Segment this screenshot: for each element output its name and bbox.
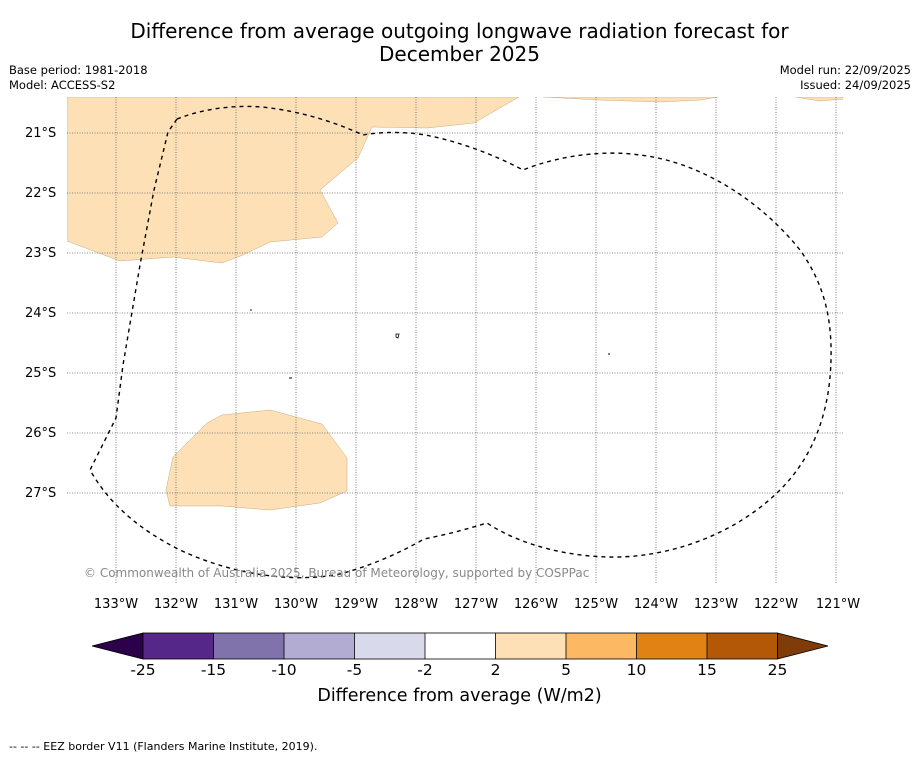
colorbar-tick-label: -10 <box>271 661 297 679</box>
anomaly-patch-southwest <box>165 409 348 511</box>
anomaly-patch-northwest <box>67 97 520 264</box>
colorbar-extend-low <box>91 632 144 660</box>
colorbar-bin <box>495 633 566 659</box>
colorbar-tick-label: -25 <box>130 661 156 679</box>
island-marker <box>250 309 252 311</box>
eez-border <box>89 105 832 579</box>
colorbar-tick-label: -15 <box>200 661 227 679</box>
lon-label: 129°W <box>333 597 379 612</box>
graticule <box>67 97 843 583</box>
map-panel: © Commonwealth of Australia 2025, Bureau… <box>67 97 843 583</box>
model-name-text: Model: ACCESS-S2 <box>9 78 116 92</box>
colorbar-dividers <box>213 633 708 659</box>
lon-label: 133°W <box>93 597 139 612</box>
colorbar-bin <box>354 633 425 659</box>
lon-label: 127°W <box>453 597 499 612</box>
colorbar-tick-label: 25 <box>767 661 788 679</box>
lon-label: 123°W <box>693 597 739 612</box>
colorbar-outline <box>142 632 778 660</box>
copyright-text: © Commonwealth of Australia 2025, Bureau… <box>84 566 589 580</box>
colorbar-tick-label: -5 <box>346 661 363 679</box>
map-title-line2: December 2025 <box>379 42 540 66</box>
lat-label: 21°S <box>25 126 57 141</box>
colorbar-tick-label: 2 <box>490 661 501 679</box>
issued-date-text: Issued: 24/09/2025 <box>800 78 911 92</box>
colorbar-bin <box>425 633 496 659</box>
lon-label: 131°W <box>213 597 259 612</box>
lat-label: 25°S <box>25 366 57 381</box>
lon-label: 121°W <box>815 597 861 612</box>
lat-label: 24°S <box>25 306 57 321</box>
lon-label: 125°W <box>573 597 619 612</box>
lon-label: 122°W <box>753 597 799 612</box>
lon-label: 130°W <box>273 597 319 612</box>
lat-label: 27°S <box>25 486 57 501</box>
lon-label: 126°W <box>513 597 559 612</box>
model-run-text: Model run: 22/09/2025 <box>779 63 911 77</box>
colorbar-tick-label: -2 <box>417 661 433 679</box>
lat-label: 23°S <box>25 246 57 261</box>
colorbar-bin <box>143 633 214 659</box>
eez-legend-text: -- -- -- EEZ border V11 (Flanders Marine… <box>9 740 318 753</box>
lat-label: 26°S <box>25 426 57 441</box>
lon-label: 124°W <box>633 597 679 612</box>
colorbar-bin <box>284 633 355 659</box>
island-marker <box>395 333 400 339</box>
colorbar-bin <box>636 633 707 659</box>
anomaly-patch-northeast <box>794 97 843 102</box>
colorbar-label: Difference from average (W/m2) <box>317 686 602 706</box>
base-period-text: Base period: 1981-2018 <box>9 63 148 77</box>
colorbar-bin <box>566 633 637 659</box>
colorbar-bin <box>213 633 284 659</box>
colorbar-tick-label: 5 <box>561 661 571 679</box>
colorbar-tick-label: 15 <box>697 661 717 679</box>
colorbar-bin <box>707 633 778 659</box>
anomaly-patch-north-center <box>542 97 719 103</box>
lat-label: 22°S <box>25 186 57 201</box>
lon-label: 132°W <box>153 597 199 612</box>
colorbar-extend-high <box>777 632 829 660</box>
lon-label: 128°W <box>393 597 439 612</box>
map-title-line1: Difference from average outgoing longwav… <box>130 19 789 43</box>
colorbar-tick-label: 10 <box>626 661 647 679</box>
